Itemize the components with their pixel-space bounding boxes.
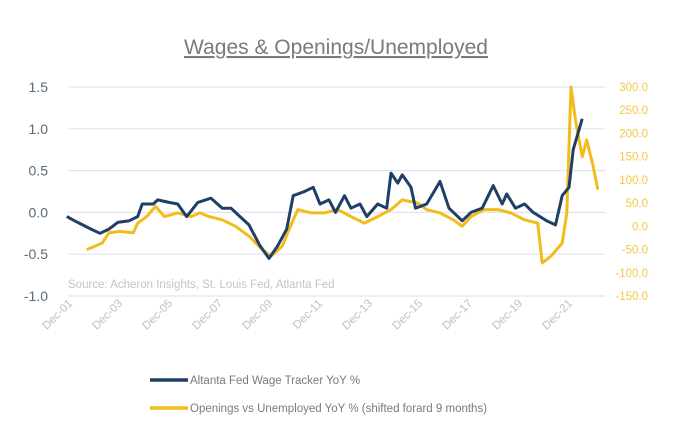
x-tick-label: Dec-09: [240, 298, 275, 333]
x-tick-label: Dec-17: [440, 298, 475, 333]
left-axis: 1.5 1.0 0.5 0.0 -0.5 -1.0: [24, 79, 48, 304]
left-tick-label: 0.5: [29, 163, 49, 179]
x-tick-label: Dec-19: [490, 298, 525, 333]
x-tick-label: Dec-15: [390, 298, 425, 333]
right-axis: 300.0 250.0 200.0 150.0 100.0 50.0 0.0 -50.0 -10…: [615, 82, 648, 303]
right-tick-label: 0.0: [632, 221, 648, 233]
source-note: Source: Acheron Insights, St. Louis Fed,…: [68, 279, 335, 291]
x-tick-label: Dec-13: [340, 298, 375, 333]
x-tick-label: Dec-03: [90, 298, 125, 333]
right-tick-label: -50.0: [622, 245, 648, 257]
right-tick-label: 200.0: [619, 128, 648, 140]
series-lines: [66, 85, 600, 265]
openings-line: [86, 85, 600, 265]
right-tick-label: 300.0: [619, 82, 648, 94]
right-tick-label: 150.0: [619, 152, 648, 164]
x-tick-label: Dec-05: [140, 298, 175, 333]
legend: Altanta Fed Wage Tracker YoY % Openings …: [150, 375, 487, 415]
left-tick-label: -1.0: [24, 288, 48, 304]
left-tick-label: -0.5: [24, 246, 48, 262]
right-tick-label: 100.0: [619, 175, 648, 187]
right-tick-label: -150.0: [615, 291, 648, 303]
wage-line: [66, 118, 584, 260]
gridlines: [68, 86, 605, 297]
x-tick-label: Dec-21: [540, 298, 575, 333]
right-tick-label: -100.0: [615, 268, 648, 280]
legend-label-wage: Altanta Fed Wage Tracker YoY %: [190, 375, 360, 387]
right-tick-label: 250.0: [619, 105, 648, 117]
x-axis: Dec-01 Dec-03 Dec-05 Dec-07 Dec-09 Dec-11 Dec-…: [40, 298, 575, 333]
left-tick-label: 0.0: [29, 204, 49, 220]
chart-title: Wages & Openings/Unemployed: [184, 36, 488, 59]
right-tick-label: 50.0: [626, 198, 648, 210]
left-tick-label: 1.0: [29, 121, 49, 137]
x-tick-label: Dec-07: [190, 298, 225, 333]
left-tick-label: 1.5: [29, 79, 49, 95]
legend-label-openings: Openings vs Unemployed YoY % (shifted fo…: [190, 403, 487, 415]
x-tick-label: Dec-11: [291, 298, 325, 332]
